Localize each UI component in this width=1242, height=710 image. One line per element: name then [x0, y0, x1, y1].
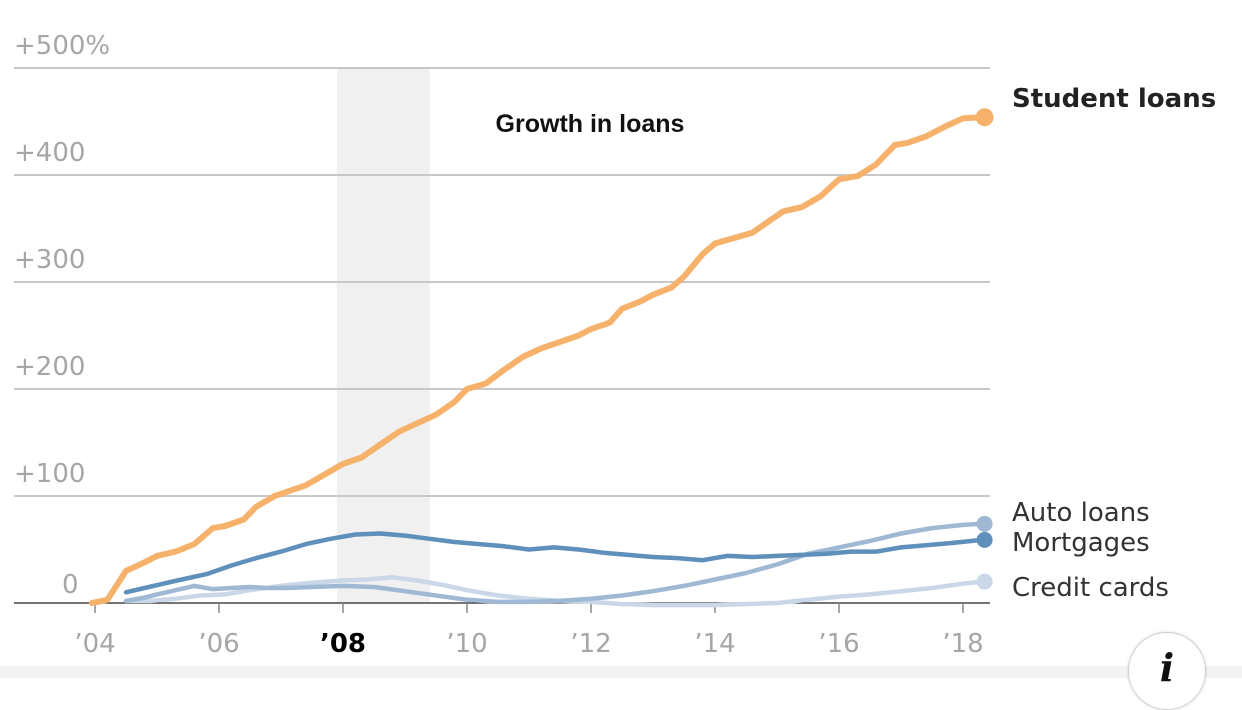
series-label-credit-cards: Credit cards	[1012, 573, 1169, 603]
series-endpoint-student-loans	[975, 108, 994, 127]
info-button[interactable]: i	[1128, 632, 1206, 710]
y-axis-labels: 0 +100 +200 +300 +400 +500%	[14, 31, 110, 600]
series-line-mortgages	[123, 531, 984, 595]
y-tick-label: +100	[14, 459, 85, 489]
chart-title: Growth in loans	[496, 110, 685, 138]
x-tick-label: ’18	[942, 629, 983, 659]
series-line-auto-loans	[123, 521, 984, 605]
series-lines	[88, 114, 985, 608]
series-line-credit-cards	[123, 575, 984, 608]
y-tick-label: +300	[14, 245, 85, 275]
x-axis-labels: ’04 ’06 ’08 ’10 ’12 ’14 ’16 ’18	[74, 603, 984, 659]
series-label-auto-loans: Auto loans	[1012, 498, 1150, 528]
x-tick-label: ’06	[198, 629, 239, 659]
series-label-mortgages: Mortgages	[1012, 528, 1150, 558]
x-tick-label: ’10	[446, 629, 487, 659]
chart-background	[0, 18, 1242, 678]
info-icon: i	[1159, 645, 1175, 690]
chart-frame: 0 +100 +200 +300 +400 +500% ’04 ’06 ’08 ’10 ’12 ’1…	[0, 18, 1242, 710]
series-endpoints	[975, 108, 994, 590]
series-endpoint-credit-cards	[976, 573, 993, 590]
x-tick-label: ’04	[74, 629, 115, 659]
series-endpoint-auto-loans	[976, 515, 993, 532]
x-tick-label: ’08	[320, 629, 366, 659]
bottom-strip	[0, 666, 1242, 678]
y-tick-label: +400	[14, 138, 85, 168]
x-tick-label: ’16	[818, 629, 859, 659]
y-tick-label: +500%	[14, 31, 110, 61]
series-label-student-loans: Student loans	[1012, 84, 1216, 114]
x-tick-label: ’14	[694, 629, 735, 659]
y-tick-label: 0	[62, 570, 79, 600]
y-tick-label: +200	[14, 352, 85, 382]
shaded-period	[336, 68, 430, 603]
series-line-student-loans	[88, 114, 985, 606]
growth-in-loans-chart: 0 +100 +200 +300 +400 +500% ’04 ’06 ’08 ’10 ’12 ’1…	[0, 18, 1242, 678]
series-endpoint-mortgages	[976, 531, 993, 548]
gridlines	[14, 67, 990, 604]
x-tick-label: ’12	[570, 629, 611, 659]
